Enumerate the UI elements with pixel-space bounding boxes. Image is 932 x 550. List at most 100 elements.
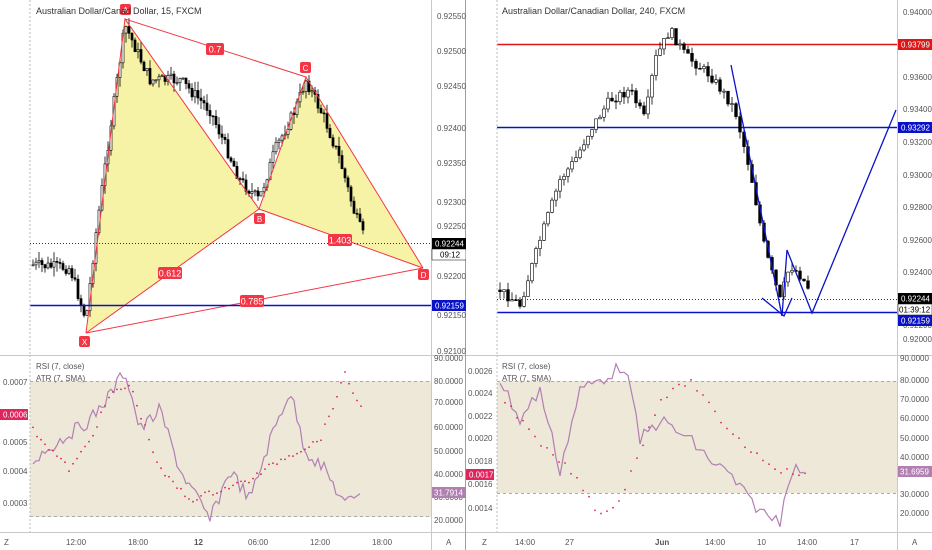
- left-candle-body: [181, 77, 185, 80]
- right-chart-title: Australian Dollar/Canadian Dollar, 240, …: [502, 6, 685, 16]
- right-atr-point: [588, 495, 590, 498]
- left-atr-point: [184, 495, 186, 498]
- right-candle-body: [722, 90, 726, 93]
- right-candle-body: [634, 90, 638, 104]
- left-time-tick: 12:00: [310, 538, 331, 547]
- right-rsi-tag-text: 31.6959: [900, 468, 929, 477]
- right-atr-point: [540, 445, 542, 447]
- left-price-axis[interactable]: 0.92550 0.92500 0.92450 0.92400 0.92350 …: [437, 12, 466, 356]
- left-atr-point: [256, 472, 258, 475]
- right-candle-body: [534, 248, 538, 264]
- left-candle-body: [208, 110, 212, 117]
- right-candle-body: [602, 108, 606, 118]
- left-atr-point: [264, 468, 266, 470]
- left-candle-body: [151, 79, 155, 85]
- right-candle-body: [598, 116, 602, 120]
- point-marker-d[interactable]: D: [418, 269, 429, 280]
- left-atr-tick: 0.0004: [3, 467, 28, 476]
- left-atr-point: [260, 473, 262, 476]
- right-atr-tag: [466, 469, 494, 480]
- right-time-tick: 10: [757, 538, 766, 547]
- left-time-axis[interactable]: Z 12:00 18:00 12 06:00 12:00 18:00 A: [4, 538, 452, 547]
- left-candle-body: [241, 178, 245, 181]
- right-atr-point: [726, 427, 728, 430]
- left-atr-point: [144, 424, 146, 426]
- right-atr-point: [744, 446, 746, 449]
- right-candle-body: [654, 55, 658, 76]
- left-candle-body: [343, 168, 347, 179]
- ratio-text-1-403: 1.403: [329, 236, 352, 246]
- right-candle-body: [562, 176, 566, 180]
- right-atr-tick: 0.0020: [468, 434, 493, 443]
- right-candle-body: [806, 280, 810, 289]
- ratio-label-0-612: 0.612: [158, 267, 182, 279]
- left-atr-point: [136, 404, 138, 407]
- right-time-corner: Z: [482, 538, 487, 547]
- right-atr-point: [516, 417, 518, 419]
- left-atr-point: [156, 461, 158, 463]
- left-candle-body: [127, 26, 131, 34]
- left-atr-point: [60, 457, 62, 460]
- right-atr-point: [798, 474, 800, 477]
- right-chart-panel[interactable]: Australian Dollar/Canadian Dollar, 240, …: [466, 0, 932, 550]
- point-marker-a[interactable]: A: [120, 4, 131, 15]
- right-atr-tick: 0.0018: [468, 457, 493, 466]
- left-chart-panel[interactable]: 0.7 1.403 0.612 0.785 X A B C: [0, 0, 466, 550]
- left-atr-point: [68, 470, 70, 473]
- right-last-price-tag: [898, 293, 932, 304]
- right-candle-body: [730, 103, 734, 105]
- point-marker-x[interactable]: X: [79, 336, 90, 347]
- right-rsi-tag: [898, 466, 932, 477]
- left-time-corner: A: [446, 538, 452, 547]
- right-atr-point: [600, 512, 602, 515]
- right-atr-point: [606, 510, 608, 512]
- right-time-tick: 14:00: [705, 538, 726, 547]
- left-atr-point: [48, 448, 50, 451]
- right-atr-point: [690, 378, 692, 381]
- left-time-corner: Z: [4, 538, 9, 547]
- left-atr-point: [304, 448, 306, 451]
- left-candle-body: [130, 32, 134, 41]
- point-marker-c[interactable]: C: [300, 62, 311, 73]
- left-candle-body: [217, 124, 221, 135]
- left-timer-text: 09:12: [440, 251, 461, 260]
- right-candle-body: [570, 161, 574, 170]
- left-atr-point: [248, 481, 250, 484]
- left-candle-body: [133, 39, 137, 53]
- right-atr-tick: 0.0024: [468, 389, 493, 398]
- left-atr-point: [140, 417, 142, 420]
- left-atr-point: [356, 399, 358, 402]
- left-atr-point: [276, 463, 278, 466]
- left-atr-point: [88, 440, 90, 443]
- left-atr-point: [296, 452, 298, 455]
- right-time-axis[interactable]: Z 14:00 27 Jun 14:00 10 14:00 17 A: [482, 538, 918, 547]
- left-atr-point: [160, 467, 162, 470]
- left-atr-point: [288, 455, 290, 457]
- right-candle-body: [734, 103, 738, 117]
- left-atr-point: [176, 487, 178, 489]
- left-candle-body: [64, 269, 68, 274]
- right-time-tick: 14:00: [797, 538, 818, 547]
- left-atr-label: ATR (7, SMA): [36, 374, 86, 383]
- right-price-tick: 0.92600: [903, 236, 932, 245]
- right-candle-body: [566, 168, 570, 177]
- left-candle-body: [304, 80, 308, 92]
- right-atr-point: [570, 472, 572, 475]
- left-chart-title-tail: Dollar, 15, FXCM: [133, 6, 202, 16]
- left-atr-point: [328, 415, 330, 418]
- ratio-text-0-785: 0.785: [241, 297, 264, 307]
- left-atr-point: [56, 455, 58, 457]
- left-candle-body: [322, 112, 326, 115]
- right-candle-body: [498, 289, 502, 293]
- right-atr-point: [696, 390, 698, 392]
- left-time-tick: 18:00: [372, 538, 393, 547]
- right-atr-point: [756, 452, 758, 455]
- right-candle-body: [690, 53, 694, 62]
- left-candle-body: [337, 145, 341, 156]
- right-atr-point: [594, 509, 596, 512]
- left-candle-body: [187, 83, 191, 89]
- left-candle-body: [157, 76, 161, 81]
- left-atr-point: [80, 450, 82, 453]
- point-marker-b[interactable]: B: [254, 213, 265, 224]
- left-atr-point: [204, 491, 206, 494]
